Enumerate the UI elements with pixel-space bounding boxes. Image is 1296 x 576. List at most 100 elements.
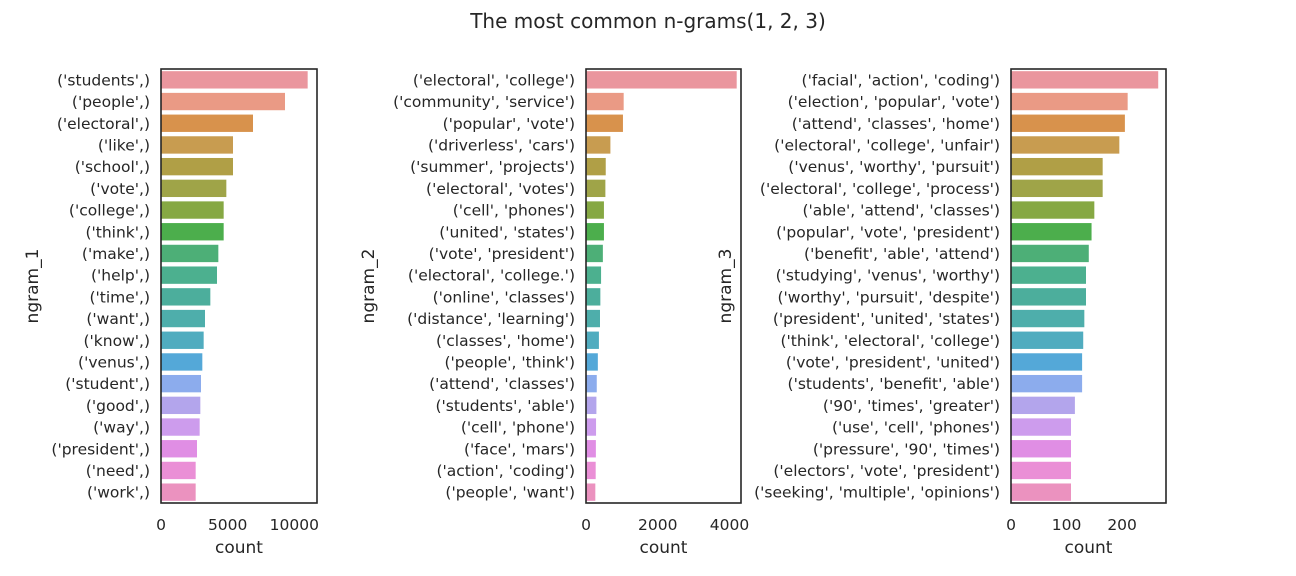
bar (586, 223, 604, 241)
category-label: ('electors', 'vote', 'president') (773, 462, 1000, 480)
bar (161, 114, 253, 132)
bar (586, 136, 611, 154)
category-label: ('students',) (57, 71, 150, 89)
y-axis-label: ngram_3 (716, 249, 736, 324)
bar (161, 266, 217, 284)
bar (586, 309, 600, 328)
x-axis-label: count (215, 538, 263, 558)
bar (1011, 71, 1159, 89)
bar (161, 331, 204, 349)
category-label: ('need',) (86, 462, 150, 480)
category-label: ('students', 'benefit', 'able') (788, 375, 1000, 393)
bar (1011, 244, 1089, 263)
bar (161, 179, 227, 198)
category-label: ('electoral',) (57, 115, 150, 133)
bar (586, 114, 623, 132)
bar (586, 266, 602, 284)
category-label: ('president', 'united', 'states') (773, 310, 1000, 328)
bar (161, 244, 219, 263)
x-axis-label: count (640, 538, 688, 558)
x-tick-label: 0 (156, 516, 166, 534)
bar (161, 136, 233, 154)
bar (161, 71, 308, 89)
category-label: ('people',) (72, 93, 150, 111)
x-tick-label: 0 (1006, 516, 1016, 534)
category-label: ('online', 'classes') (433, 288, 575, 306)
bar (161, 461, 196, 480)
bar (1011, 418, 1071, 436)
bar (161, 309, 205, 328)
x-tick-label: 10000 (270, 516, 319, 534)
bar (161, 92, 285, 111)
bar (161, 288, 211, 306)
category-label: ('students', 'able') (436, 397, 576, 415)
bar (1011, 201, 1095, 219)
category-label: ('attend', 'classes') (429, 375, 575, 393)
category-label: ('make',) (82, 245, 150, 263)
category-label: ('vote', 'president') (429, 245, 575, 263)
category-label: ('college',) (69, 202, 150, 220)
bar (1011, 331, 1084, 349)
category-label: ('driverless', 'cars') (428, 136, 575, 154)
bar (1011, 114, 1125, 132)
category-label: ('student',) (65, 375, 150, 393)
bar (586, 244, 603, 263)
category-label: ('action', 'coding') (436, 462, 575, 480)
category-label: ('community', 'service') (393, 93, 575, 111)
category-label: ('benefit', 'able', 'attend') (804, 245, 1000, 263)
category-label: ('people', 'think') (444, 353, 575, 371)
category-label: ('studying', 'venus', 'worthy') (776, 267, 1000, 285)
category-label: ('90', 'times', 'greater') (823, 397, 1000, 415)
bar (586, 157, 606, 176)
bar (586, 71, 737, 89)
x-tick-label: 4000 (710, 516, 749, 534)
category-label: ('electoral', 'votes') (426, 180, 575, 198)
category-label: ('distance', 'learning') (407, 310, 575, 328)
category-label: ('attend', 'classes', 'home') (792, 115, 1000, 133)
category-label: ('electoral', 'college') (413, 71, 575, 89)
category-label: ('think', 'electoral', 'college') (780, 332, 1000, 350)
bar (161, 353, 203, 371)
category-label: ('electoral', 'college', 'unfair') (774, 136, 1000, 154)
category-label: ('work',) (87, 484, 150, 502)
category-label: ('summer', 'projects') (410, 158, 575, 176)
category-label: ('cell', 'phones') (453, 202, 575, 220)
bar (1011, 136, 1120, 154)
bar (161, 223, 224, 241)
category-label: ('president',) (51, 440, 150, 458)
bar (1011, 179, 1103, 198)
category-label: ('popular', 'vote', 'president') (776, 223, 1000, 241)
category-label: ('want',) (86, 310, 150, 328)
category-label: ('know',) (83, 332, 150, 350)
figure-title: The most common n-grams(1, 2, 3) (470, 9, 826, 33)
x-tick-label: 100 (1052, 516, 1082, 534)
category-label: ('worthy', 'pursuit', 'despite') (777, 288, 1000, 306)
category-label: ('time',) (89, 288, 150, 306)
category-label: ('facial', 'action', 'coding') (802, 71, 1000, 89)
category-label: ('classes', 'home') (436, 332, 575, 350)
bar (161, 157, 233, 176)
bar (586, 331, 599, 349)
category-label: ('pressure', '90', 'times') (813, 440, 1000, 458)
category-label: ('united', 'states') (439, 223, 575, 241)
subplot-ngram-3: ('facial', 'action', 'coding') ('election… (716, 68, 1167, 558)
category-label: ('help',) (91, 267, 150, 285)
bar (586, 92, 624, 111)
category-label: ('vote', 'president', 'united') (786, 353, 1000, 371)
bar (586, 396, 597, 415)
bar (586, 483, 596, 501)
bar (1011, 440, 1071, 458)
bar (161, 440, 197, 458)
bar (1011, 223, 1092, 241)
y-axis-label: ngram_2 (359, 249, 379, 324)
category-label: ('venus',) (78, 353, 150, 371)
y-axis-label: ngram_1 (23, 249, 43, 324)
subplot-ngram-1: ('students',) ('people',) ('electoral',) ('… (23, 68, 319, 558)
category-label: ('use', 'cell', 'phones') (832, 419, 1000, 437)
bar (1011, 309, 1085, 328)
axes-frame (585, 68, 742, 504)
category-label: ('like',) (98, 136, 150, 154)
bar (161, 483, 196, 501)
category-label: ('electoral', 'college.') (408, 267, 575, 285)
